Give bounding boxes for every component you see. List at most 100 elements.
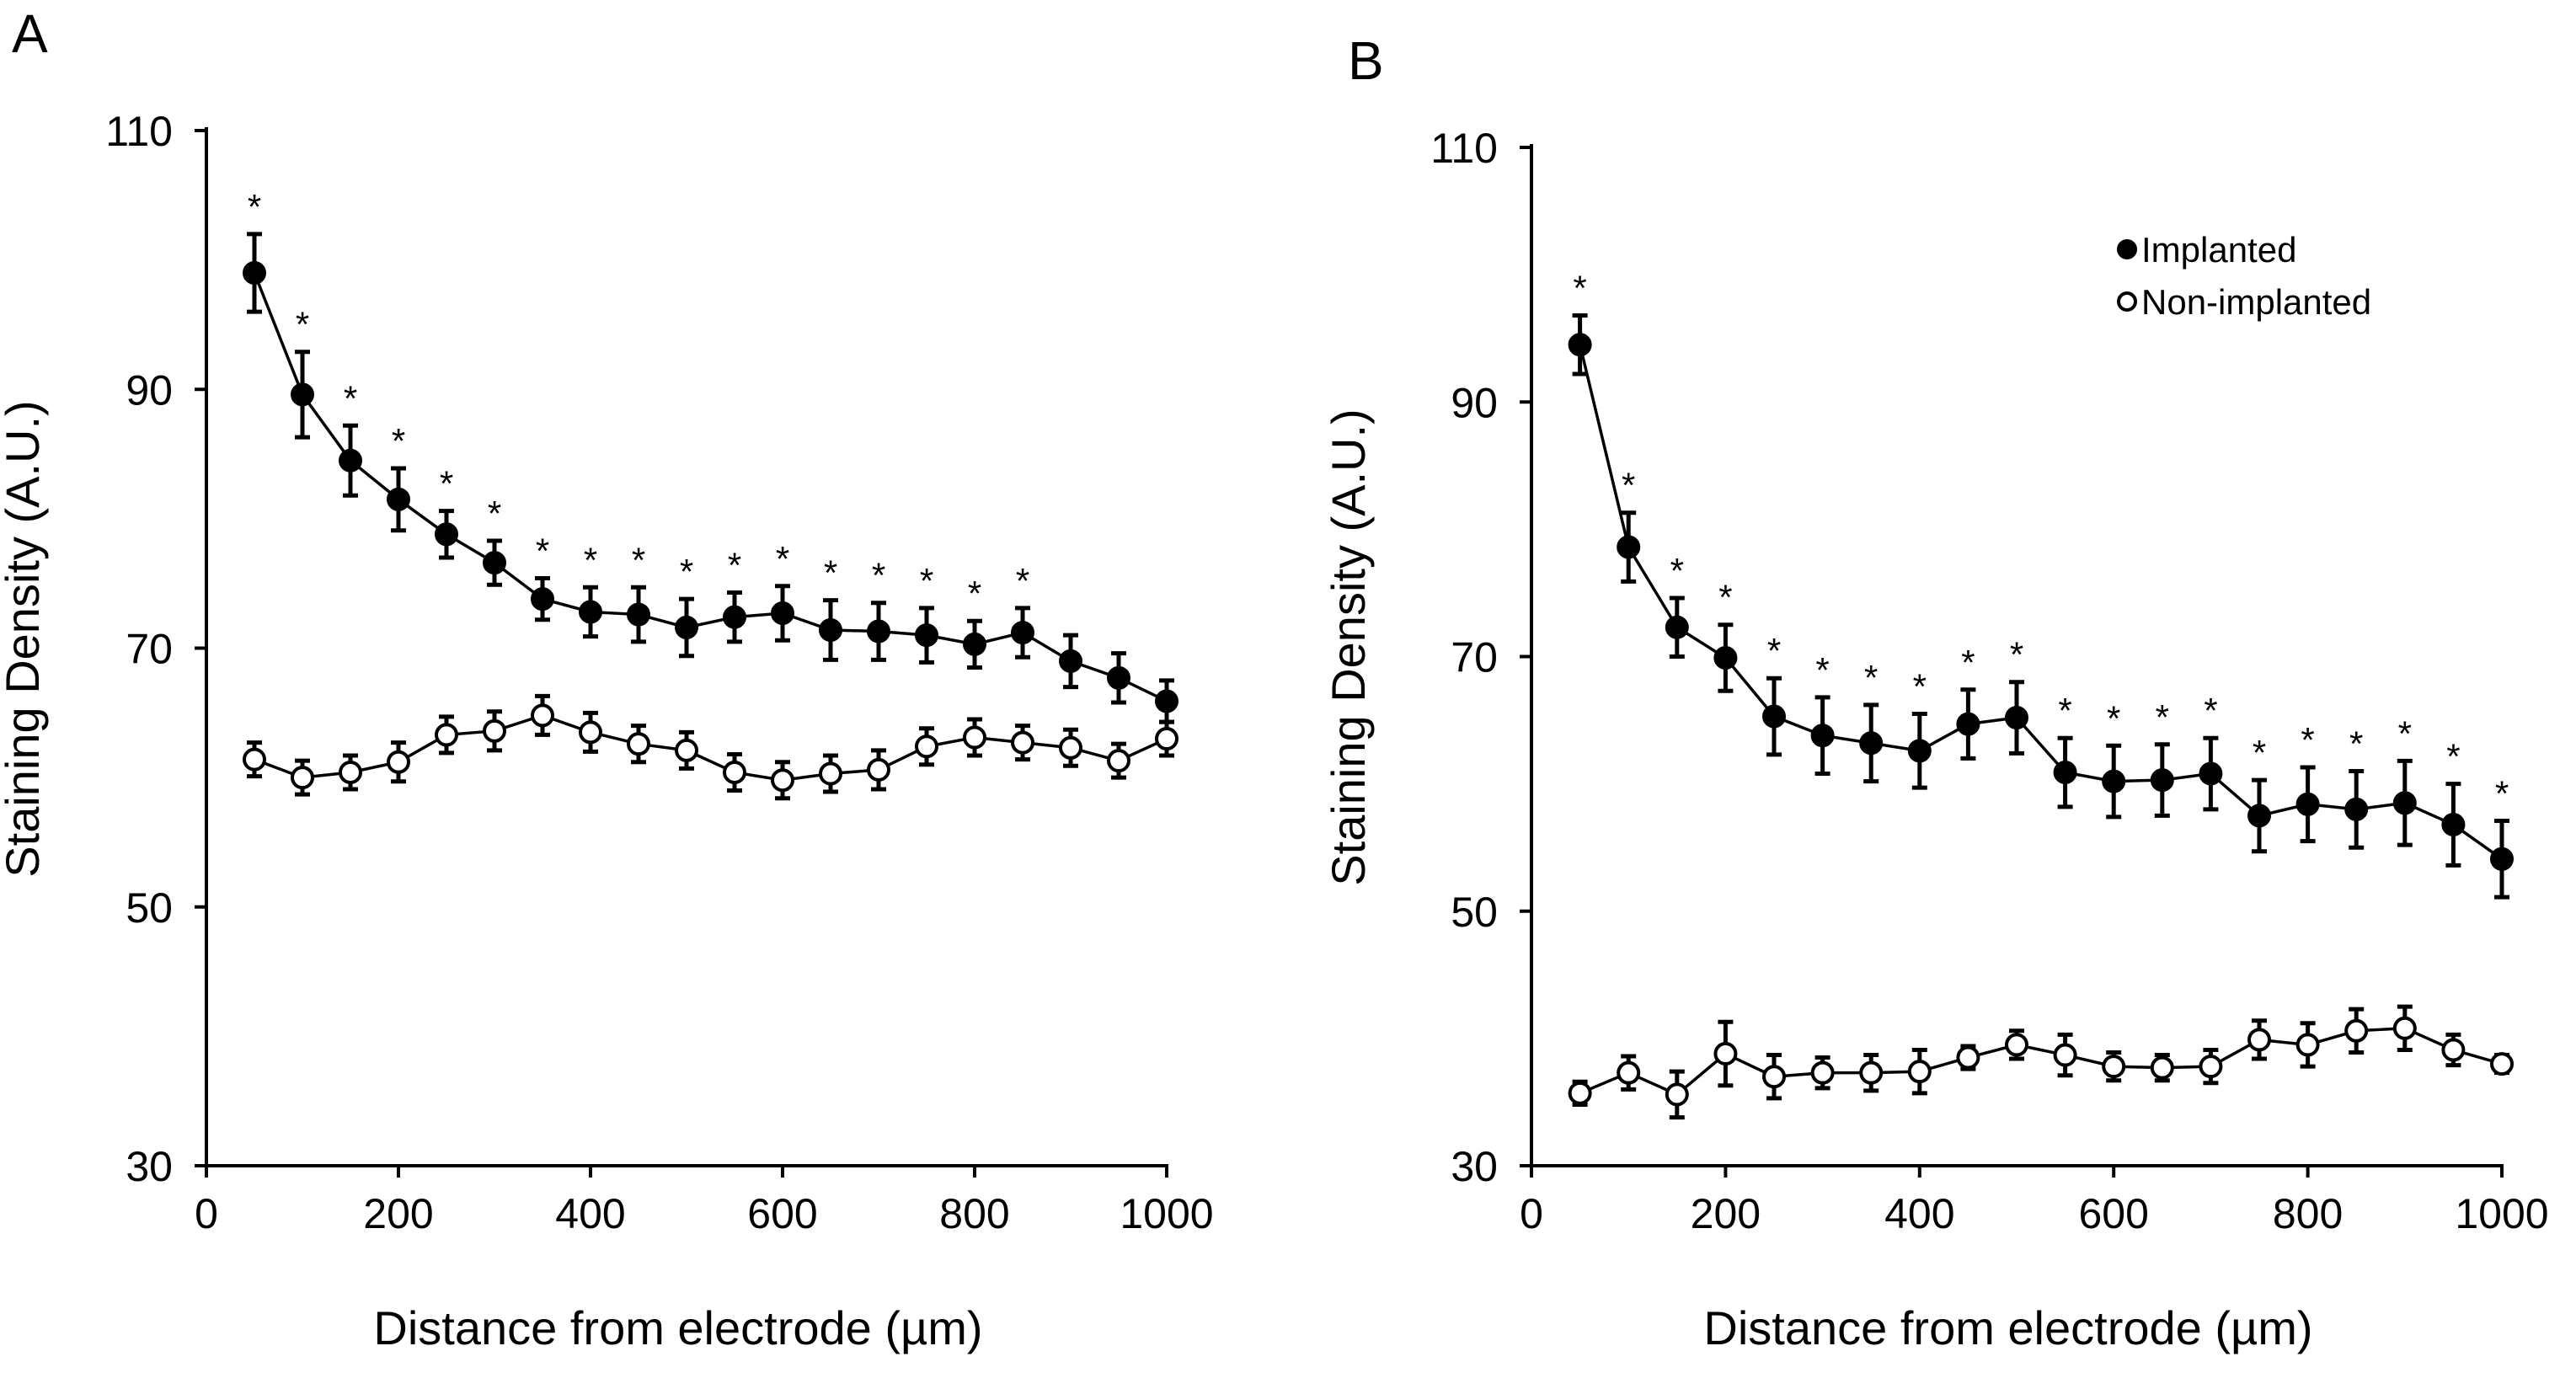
panel-label: B — [1348, 30, 1384, 91]
significance-marker: * — [1864, 658, 1878, 697]
data-point-implanted — [579, 600, 602, 624]
data-point-non-implanted — [1713, 1042, 1738, 1066]
significance-marker: * — [920, 561, 933, 601]
data-point-non-implanted — [2150, 1055, 2174, 1080]
x-tick-label: 800 — [2273, 1190, 2343, 1237]
significance-marker: * — [824, 553, 837, 593]
data-point-non-implanted — [1059, 735, 1082, 760]
data-point-non-implanted — [1810, 1060, 1835, 1085]
data-point-implanted — [2102, 769, 2126, 793]
x-tick-label: 0 — [195, 1190, 218, 1237]
data-point-non-implanted — [339, 760, 362, 784]
x-tick-label: 600 — [2078, 1190, 2148, 1237]
data-point-non-implanted — [1011, 730, 1034, 755]
significance-marker: * — [1815, 650, 1829, 690]
significance-marker: * — [728, 545, 741, 585]
x-tick-label: 1000 — [1120, 1190, 1213, 1237]
data-point-implanted — [435, 522, 458, 547]
y-tick-label: 70 — [126, 626, 173, 673]
data-point-non-implanted — [1617, 1060, 1641, 1085]
data-point-implanted — [483, 551, 506, 575]
series-non-implanted — [1568, 1004, 2514, 1120]
data-point-implanted — [963, 632, 986, 656]
significance-marker: * — [1913, 667, 1927, 707]
y-tick-label: 30 — [126, 1143, 173, 1190]
data-point-implanted — [531, 587, 554, 612]
data-point-implanted — [723, 605, 746, 629]
data-point-implanted — [243, 260, 266, 285]
series-implanted: * * * * * * * * * * * * * * * * * * * * — [1568, 268, 2514, 900]
data-point-implanted — [2247, 804, 2271, 828]
x-axis-title: Distance from electrode (µm) — [373, 1301, 982, 1354]
data-point-implanted — [627, 602, 650, 627]
series-implanted: * * * * * * * * * * * * * * * * * — [243, 187, 1178, 724]
data-point-implanted — [1059, 649, 1082, 673]
y-tick-label: 90 — [1451, 379, 1498, 426]
significance-marker: * — [1573, 268, 1586, 307]
significance-marker: * — [2010, 635, 2023, 675]
significance-marker: * — [2495, 773, 2509, 813]
x-tick-label: 600 — [747, 1190, 817, 1237]
data-point-implanted — [1617, 535, 1641, 559]
significance-marker: * — [1670, 551, 1684, 590]
data-point-non-implanted — [1107, 749, 1130, 773]
data-point-implanted — [675, 615, 698, 639]
data-point-non-implanted — [2005, 1033, 2028, 1057]
data-point-implanted — [2392, 791, 2417, 815]
panel-a: A 30 50 70 90 110 0 200 400 600 800 1000 Distance fr… — [0, 3, 1214, 1354]
data-point-non-implanted — [1568, 1081, 1592, 1105]
data-point-non-implanted — [2344, 1018, 2369, 1043]
data-point-non-implanted — [1762, 1065, 1786, 1089]
y-tick-label: 90 — [126, 366, 173, 414]
significance-marker: * — [1622, 466, 1635, 505]
data-point-implanted — [1713, 646, 1738, 670]
significance-marker: * — [440, 464, 453, 504]
data-point-implanted — [867, 619, 890, 644]
data-point-non-implanted — [1665, 1082, 1689, 1107]
data-point-non-implanted — [771, 768, 794, 793]
data-point-non-implanted — [915, 734, 938, 759]
significance-marker: * — [248, 187, 261, 227]
significance-marker: * — [536, 531, 549, 571]
significance-marker: * — [344, 378, 357, 418]
y-tick-label: 50 — [1451, 889, 1498, 936]
y-axis-title: Staining Density (A.U.) — [1322, 409, 1375, 885]
y-tick-label: 110 — [105, 108, 173, 155]
legend-marker-non-implanted — [2117, 291, 2137, 312]
data-point-implanted — [2199, 761, 2223, 786]
y-tick-label: 110 — [1430, 125, 1498, 172]
significance-marker: * — [1961, 643, 1975, 682]
data-point-implanted — [1956, 712, 1980, 736]
data-point-implanted — [2005, 706, 2028, 730]
series-non-implanted — [243, 693, 1178, 801]
x-tick-label: 200 — [1691, 1190, 1761, 1237]
data-point-non-implanted — [483, 718, 506, 743]
data-point-implanted — [2441, 812, 2466, 836]
data-point-non-implanted — [1859, 1060, 1884, 1085]
data-point-non-implanted — [819, 761, 842, 786]
data-point-implanted — [915, 623, 938, 648]
significance-marker: * — [872, 556, 885, 596]
data-point-implanted — [819, 617, 842, 642]
x-tick-label: 200 — [363, 1190, 433, 1237]
significance-marker: * — [2398, 713, 2412, 753]
data-point-non-implanted — [2295, 1033, 2320, 1057]
significance-marker: * — [776, 539, 789, 579]
significance-marker: * — [1016, 561, 1029, 601]
legend-label: Non-implanted — [2141, 282, 2371, 322]
x-tick-label: 0 — [1520, 1190, 1543, 1237]
y-tick-label: 30 — [1451, 1143, 1498, 1190]
data-point-non-implanted — [675, 738, 698, 762]
data-point-non-implanted — [1907, 1060, 1932, 1084]
data-point-implanted — [771, 601, 794, 626]
data-point-non-implanted — [2441, 1038, 2466, 1062]
data-point-implanted — [1665, 615, 1689, 639]
significance-marker: * — [1767, 631, 1781, 670]
data-point-non-implanted — [2247, 1028, 2271, 1052]
data-point-non-implanted — [291, 766, 314, 790]
significance-marker: * — [2058, 691, 2071, 730]
data-point-implanted — [1011, 621, 1034, 645]
data-point-non-implanted — [243, 747, 266, 772]
